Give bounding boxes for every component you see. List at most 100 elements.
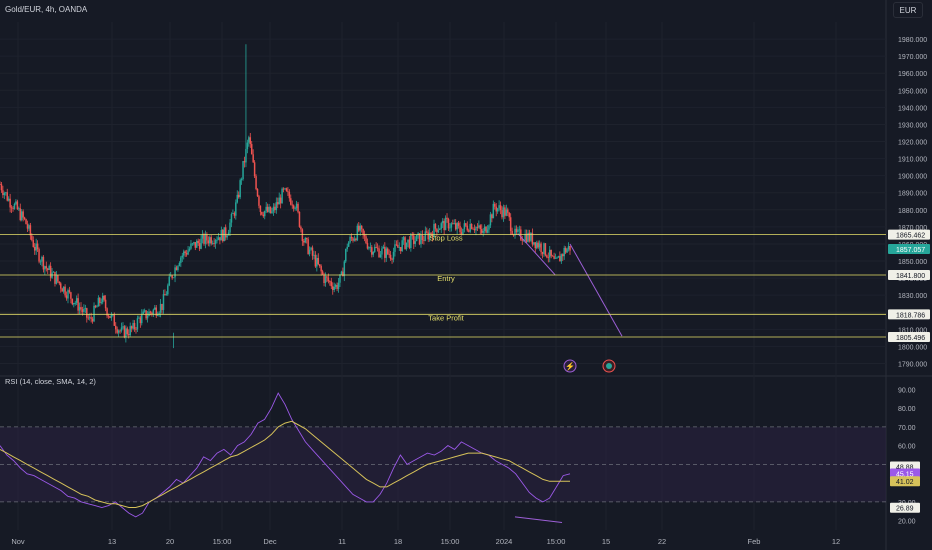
candle <box>174 267 176 278</box>
candle <box>462 228 464 235</box>
candle <box>336 284 338 289</box>
candle <box>7 198 10 201</box>
price-tick-label: 1890.000 <box>898 191 927 198</box>
svg-text:⚡: ⚡ <box>565 361 575 371</box>
candle <box>159 303 162 313</box>
candle <box>305 237 308 240</box>
price-tick-label: 1880.000 <box>898 208 927 215</box>
candle <box>509 217 512 231</box>
candle <box>453 223 456 224</box>
candle <box>331 286 334 290</box>
candle <box>114 325 117 330</box>
candle <box>259 205 262 212</box>
candle <box>297 203 299 212</box>
candle <box>320 266 322 272</box>
candle <box>495 206 497 212</box>
level-price-tag <box>888 229 930 240</box>
candle <box>359 225 361 231</box>
candle <box>446 217 448 220</box>
price-tick-label: 1930.000 <box>898 122 927 129</box>
candle <box>424 231 427 241</box>
level-label: Stop Loss <box>429 234 463 243</box>
candle <box>530 232 532 241</box>
candle <box>427 232 429 240</box>
alert-icon[interactable]: ⚡ <box>563 359 577 373</box>
candle <box>408 239 411 249</box>
candle <box>278 197 280 205</box>
candle <box>378 248 380 258</box>
record-icon[interactable] <box>602 359 616 373</box>
candle <box>290 198 292 205</box>
candle <box>365 236 367 244</box>
candle <box>177 265 179 271</box>
candle <box>537 242 539 248</box>
candle <box>385 248 388 258</box>
candle <box>133 323 136 330</box>
rsi-value-tag-text: 45.15 <box>896 471 914 478</box>
candle <box>472 228 474 230</box>
price-tick-label: 1960.000 <box>898 71 927 78</box>
time-tick-label: 2024 <box>496 537 513 546</box>
price-tick-label: 1850.000 <box>898 259 927 266</box>
candle <box>83 308 85 312</box>
candle <box>482 230 484 233</box>
candle <box>248 137 250 143</box>
candle <box>237 194 240 198</box>
candle <box>165 294 168 296</box>
candle <box>456 223 458 230</box>
candle <box>25 219 27 225</box>
candle <box>188 248 191 251</box>
candle <box>476 227 479 228</box>
currency-button[interactable]: EUR <box>893 2 923 18</box>
price-tick-label: 1910.000 <box>898 157 927 164</box>
candle <box>507 209 509 213</box>
rsi-value-tag <box>890 468 920 479</box>
candle <box>334 284 337 287</box>
candle <box>23 217 26 220</box>
candle <box>249 137 252 145</box>
candle <box>190 243 192 249</box>
rsi-ma-value-tag <box>890 476 920 487</box>
candle <box>70 292 72 299</box>
candle <box>48 265 50 270</box>
candle <box>373 246 376 252</box>
candle <box>304 237 307 243</box>
time-tick-label: Feb <box>748 537 761 546</box>
candle <box>252 154 254 163</box>
candle <box>224 227 227 238</box>
candle <box>136 318 139 330</box>
candle <box>193 242 195 244</box>
candle <box>420 234 422 245</box>
candle <box>45 266 48 269</box>
price-pane: Stop Loss Entry Take Profit <box>0 44 886 349</box>
price-tick-label: 1970.000 <box>898 54 927 61</box>
candle <box>13 204 16 209</box>
level-price-tag <box>888 309 930 320</box>
candle <box>444 217 447 231</box>
candle <box>508 212 510 218</box>
candle <box>128 334 130 336</box>
candle <box>169 275 172 277</box>
candle <box>421 234 424 241</box>
candle <box>52 271 55 273</box>
candle <box>352 238 354 241</box>
candle <box>525 233 528 242</box>
candle <box>204 234 207 244</box>
candle <box>86 308 88 318</box>
rsi-tick-label: 90.00 <box>898 387 916 394</box>
candle <box>399 247 402 252</box>
candle <box>388 253 390 255</box>
candle <box>330 281 333 287</box>
candle <box>347 242 350 247</box>
candle <box>36 243 39 250</box>
candle <box>414 241 416 244</box>
candle <box>345 248 347 262</box>
candle <box>219 237 221 241</box>
candle <box>15 201 17 205</box>
candle <box>541 252 544 254</box>
rsi-tick-label: 60.00 <box>898 444 916 451</box>
candle <box>499 205 502 211</box>
candle <box>175 267 178 271</box>
candle <box>534 242 537 249</box>
